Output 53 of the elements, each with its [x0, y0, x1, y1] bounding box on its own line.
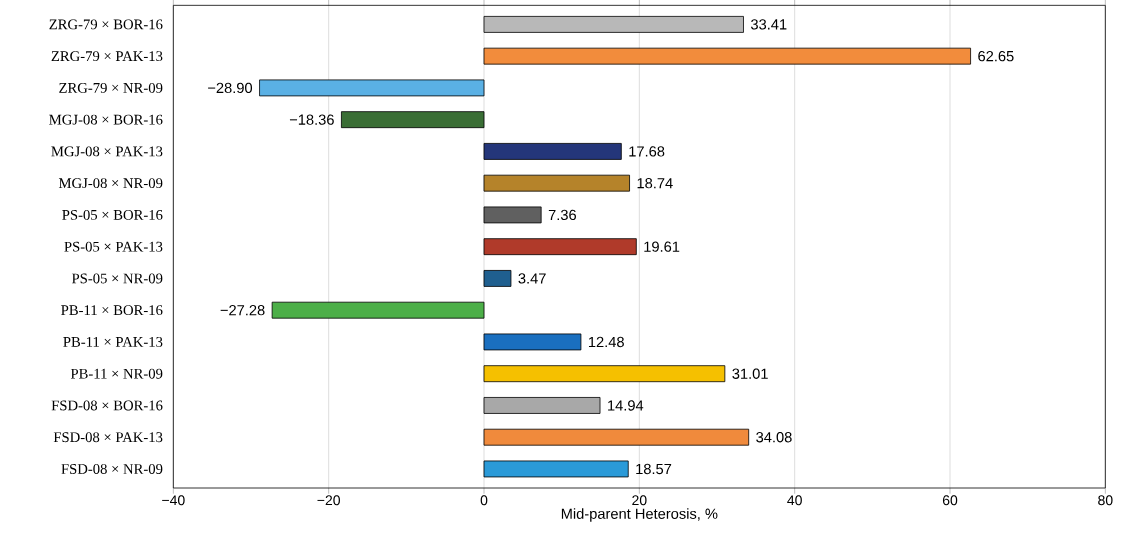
bar — [483, 333, 582, 351]
y-tick-label: ZRG-79 × BOR-16 — [49, 19, 163, 30]
bar — [341, 111, 485, 128]
data-label: 31.01 — [732, 368, 768, 379]
bar — [483, 460, 629, 478]
y-tick-label: ZRG-79 × PAK-13 — [51, 51, 163, 61]
x-tick-label: −20 — [317, 495, 340, 506]
bar — [483, 396, 601, 414]
data-label: −28.90 — [208, 82, 253, 93]
y-tick-label: PB-11 × PAK-13 — [63, 336, 163, 347]
bar — [483, 238, 637, 255]
data-label: −18.36 — [289, 114, 334, 125]
data-label: 17.68 — [629, 146, 665, 157]
data-label: 19.61 — [644, 241, 680, 252]
y-tick-label: FSD-08 × PAK-13 — [53, 432, 163, 442]
bar — [483, 47, 971, 65]
y-tick-label: PB-11 × NR-09 — [70, 368, 163, 379]
x-tick-label: 40 — [787, 495, 802, 506]
bar — [259, 79, 485, 97]
x-axis-title: Mid-parent Heterosis, % — [561, 507, 718, 522]
data-label: 34.08 — [756, 431, 792, 443]
x-tick-label: 0 — [480, 495, 488, 506]
x-tick-label: 20 — [632, 495, 647, 506]
y-tick-label: FSD-08 × BOR-16 — [51, 400, 163, 411]
y-tick-label: PS-05 × BOR-16 — [62, 209, 163, 220]
y-tick-label: PS-05 × PAK-13 — [64, 241, 163, 252]
bar — [483, 269, 512, 287]
data-label: 3.47 — [518, 273, 546, 284]
bar — [483, 15, 744, 33]
data-label: 12.48 — [588, 336, 624, 347]
data-label: 18.57 — [636, 463, 672, 474]
y-tick-label: PS-05 × NR-09 — [71, 273, 163, 284]
data-label: 14.94 — [608, 400, 644, 411]
data-label: 62.65 — [978, 50, 1014, 62]
data-label: 18.74 — [637, 177, 673, 189]
bar — [483, 428, 750, 446]
data-label: 33.41 — [750, 19, 787, 30]
bar — [483, 174, 630, 192]
data-label: 7.36 — [548, 209, 576, 220]
x-tick-label: 80 — [1098, 495, 1113, 506]
data-label: −27.28 — [220, 304, 265, 316]
y-tick-label: PB-11 × BOR-16 — [61, 305, 163, 315]
bar — [483, 206, 542, 224]
y-tick-label: FSD-08 × NR-09 — [61, 463, 163, 474]
x-tick-label: −40 — [162, 495, 185, 506]
y-tick-label: MGJ-08 × PAK-13 — [51, 146, 163, 157]
y-tick-label: MGJ-08 × BOR-16 — [49, 114, 163, 125]
x-tick-label: 60 — [942, 495, 958, 506]
y-tick-label: ZRG-79 × NR-09 — [59, 82, 163, 93]
y-tick-label: MGJ-08 × NR-09 — [58, 178, 163, 188]
bar — [483, 365, 726, 382]
bar — [271, 301, 485, 319]
bar — [483, 142, 622, 160]
